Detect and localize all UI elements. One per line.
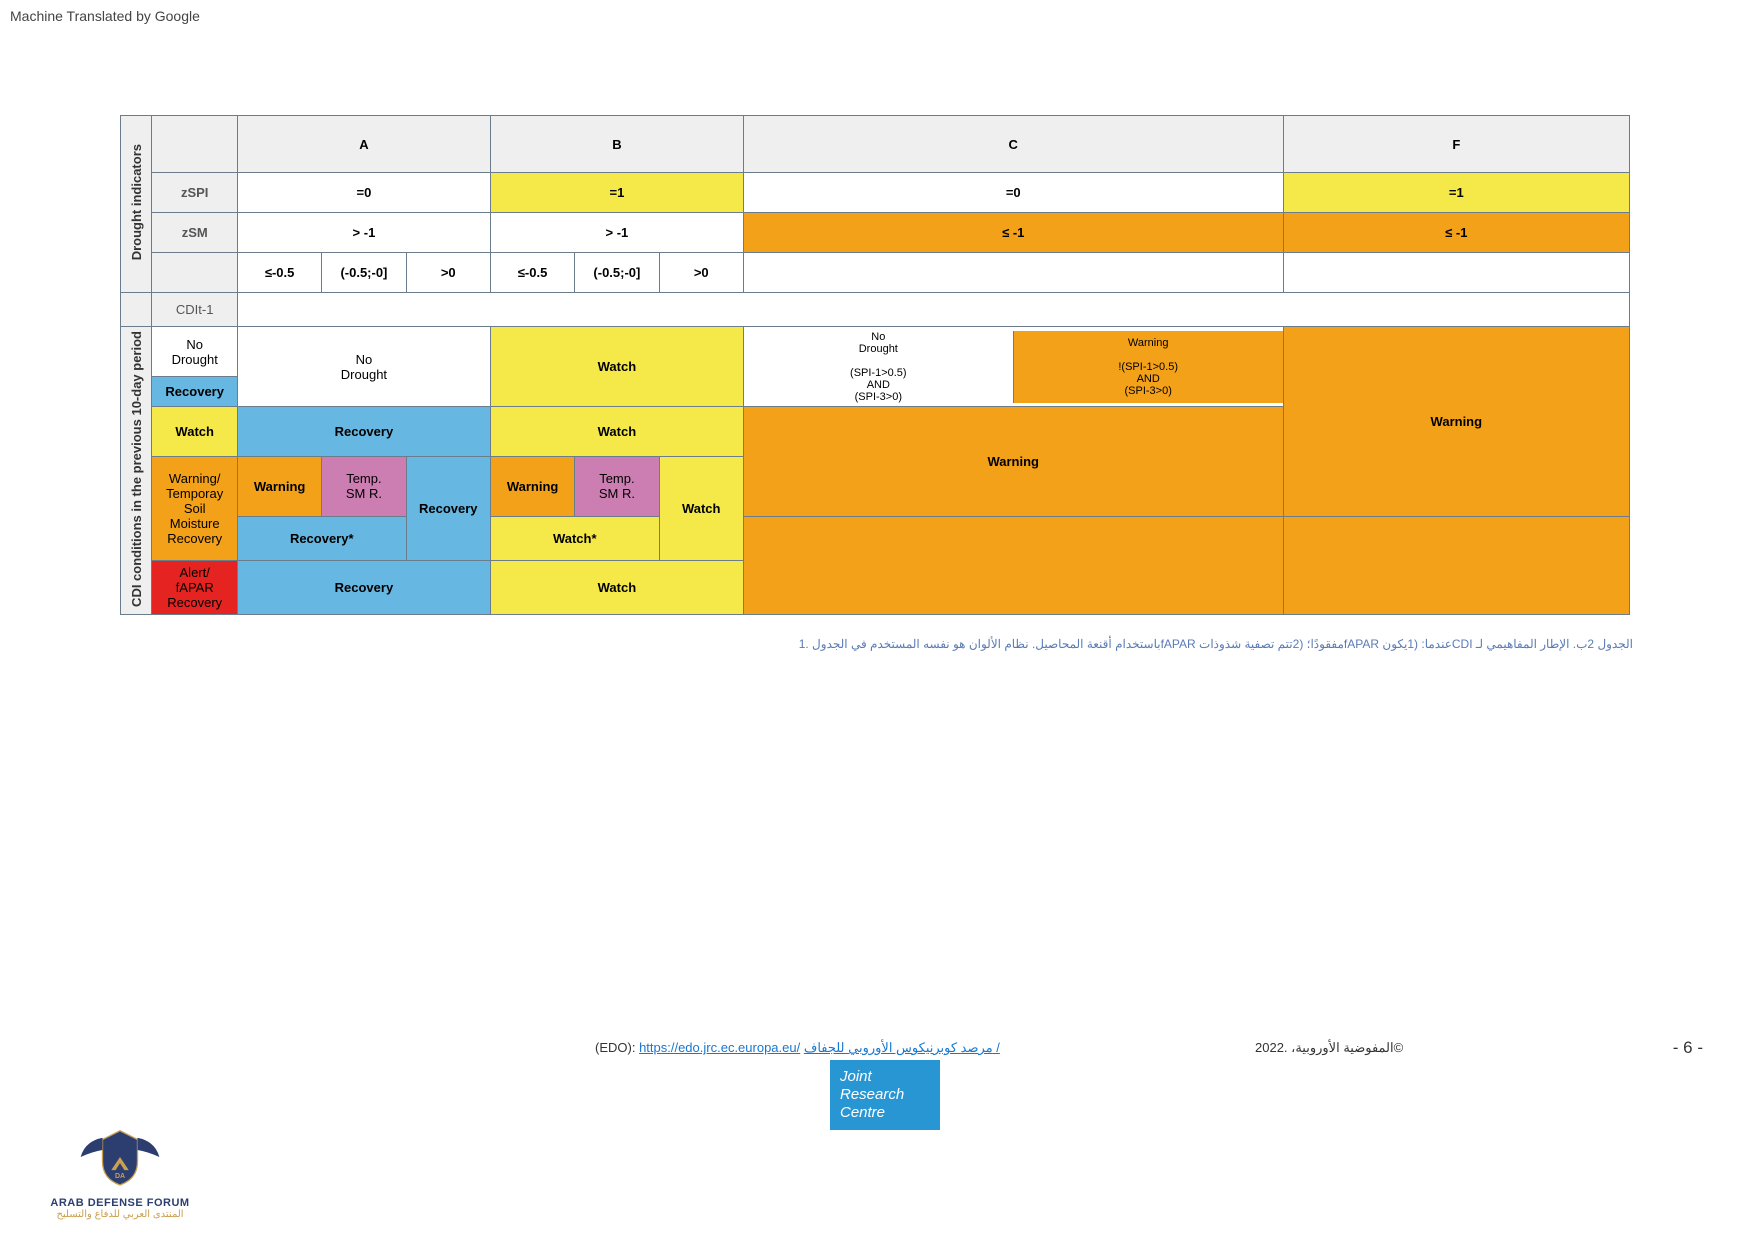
footer-link-ar: مرصد كوبرنيكوس الأوروبي للجفاف / [804,1040,1000,1055]
f-warning: Warning [1283,327,1629,517]
a-warning: Warning [237,456,321,516]
footer-link-prefix: (EDO): [595,1040,639,1055]
cdi-prev-label: CDIt-1 [152,293,237,327]
cdi-table: Drought indicators A B C F zSPI =0 =1 =0… [120,115,1630,615]
zspi-label: zSPI [152,173,237,213]
zsm-c: ≤ -1 [743,213,1283,253]
state-no-drought: No Drought [152,327,237,377]
b-watch-3: Watch [659,456,743,560]
vlabel-prev-blank [121,293,152,327]
state-watch: Watch [152,407,237,457]
cdi-prev-row [237,293,1629,327]
zsm-label: zSM [152,213,237,253]
jrc-logo: Joint Research Centre [830,1060,940,1130]
b-watch-2: Watch [490,407,743,457]
vlabel-drought-indicators: Drought indicators [121,116,152,293]
zspi-a: =0 [237,173,490,213]
footer-url[interactable]: https://edo.jrc.ec.europa.eu/ [639,1040,800,1055]
a-r2: (-0.5;-0] [322,253,406,293]
b-r1: ≤-0.5 [490,253,574,293]
vlabel-cdi-conditions: CDI conditions in the previous 10-day pe… [121,327,152,615]
a-recovery-3: Recovery [237,560,490,614]
c-no-drought: No Drought (SPI-1>0.5) AND (SPI-3>0) [744,331,1014,403]
c-split-row1: No Drought (SPI-1>0.5) AND (SPI-3>0) War… [743,327,1283,407]
footer: (EDO): https://edo.jrc.ec.europa.eu/ مرص… [0,1040,1753,1140]
logo-title-en: ARAB DEFENSE FORUM [30,1197,210,1209]
zsm-b: > -1 [490,213,743,253]
svg-text:DA: DA [115,1173,125,1180]
state-alert: Alert/ fAPAR Recovery [152,560,237,614]
subrange-blank [152,253,237,293]
c-warning: Warning [743,407,1283,517]
a-temp-smr: Temp. SM R. [322,456,406,516]
logo-title-ar: المنتدى العربي للدفاع والتسليح [30,1209,210,1220]
footer-link: (EDO): https://edo.jrc.ec.europa.eu/ مرص… [595,1040,1000,1056]
a-r1: ≤-0.5 [237,253,321,293]
header-blank [152,116,237,173]
a-r3: >0 [406,253,490,293]
f-blank-orange [1283,516,1629,614]
c-blank-orange [743,516,1283,614]
zsm-f: ≤ -1 [1283,213,1629,253]
table-caption: الجدول 2ب. الإطار المفاهيمي لـ CDIعندما:… [783,637,1633,651]
b-temp-smr: Temp. SM R. [575,456,659,516]
page-number: - 6 - [1673,1038,1703,1058]
b-watch-1: Watch [490,327,743,407]
f-sub-blank [1283,253,1629,293]
col-c-header: C [743,116,1283,173]
zspi-b: =1 [490,173,743,213]
col-a-header: A [237,116,490,173]
arab-defense-forum-logo: DA ARAB DEFENSE FORUM المنتدى العربي للد… [30,1122,210,1220]
b-r2: (-0.5;-0] [575,253,659,293]
a-recovery-1: Recovery [237,407,490,457]
state-warning-temp: Warning/ Temporay Soil Moisture Recovery [152,456,237,560]
zspi-c: =0 [743,173,1283,213]
copyright: ©المفوضية الأوروبية، .2022 [1255,1040,1403,1056]
col-f-header: F [1283,116,1629,173]
c-sub-blank [743,253,1283,293]
col-b-header: B [490,116,743,173]
a-recovery-2: Recovery [406,456,490,560]
state-recovery: Recovery [152,377,237,407]
b-watch-star: Watch* [490,516,659,560]
zspi-f: =1 [1283,173,1629,213]
a-no-drought: No Drought [237,327,490,407]
zsm-a: > -1 [237,213,490,253]
cdi-table-container: Drought indicators A B C F zSPI =0 =1 =0… [120,115,1630,615]
a-recovery-star: Recovery* [237,516,406,560]
b-watch-4: Watch [490,560,743,614]
b-r3: >0 [659,253,743,293]
shield-wings-icon: DA [75,1122,165,1192]
machine-translated-note: Machine Translated by Google [10,8,200,24]
b-warning: Warning [490,456,574,516]
c-warning-sub: Warning !(SPI-1>0.5) AND (SPI-3>0) [1014,331,1283,403]
